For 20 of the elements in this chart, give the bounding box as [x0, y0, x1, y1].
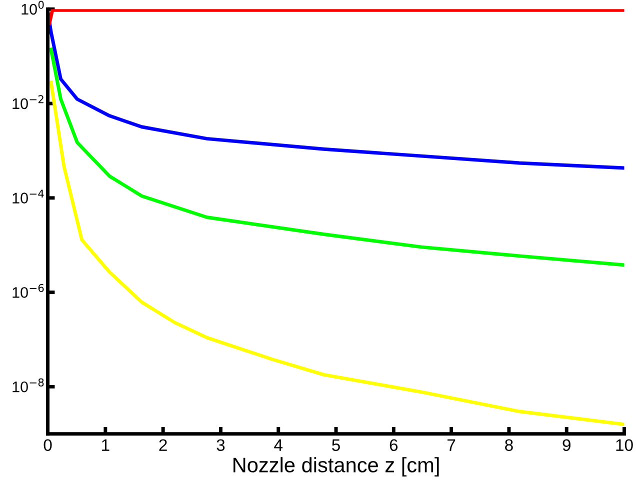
- x-tick-label: 8: [505, 439, 513, 452]
- x-tick-label: 5: [332, 439, 340, 452]
- x-tick-label: 7: [448, 439, 456, 451]
- x-axis-title: Nozzle distance z [cm]: [234, 457, 439, 477]
- line-series: [49, 48, 624, 267]
- x-tick-label: 1: [102, 439, 110, 451]
- x-tick-label: 9: [562, 439, 570, 452]
- x-tick-label: 10: [616, 439, 633, 452]
- y-tick-label: 10$^{−8}$: [12, 378, 44, 392]
- x-tick-label: 4: [274, 439, 283, 451]
- line-series: [49, 80, 624, 426]
- line-series: [48, 10, 624, 170]
- y-tick-label: 10$^{−2}$: [12, 95, 44, 110]
- x-tick-label: 3: [216, 439, 225, 452]
- x-tick-label: 2: [159, 439, 167, 451]
- x-tick-label: 6: [390, 439, 398, 452]
- y-tick-label: 10$^{0}$: [22, 0, 44, 15]
- y-tick-label: 10$^{−4}$: [12, 190, 44, 204]
- y-tick-label: 10$^{−6}$: [12, 284, 44, 298]
- x-tick-label: 0: [44, 439, 52, 452]
